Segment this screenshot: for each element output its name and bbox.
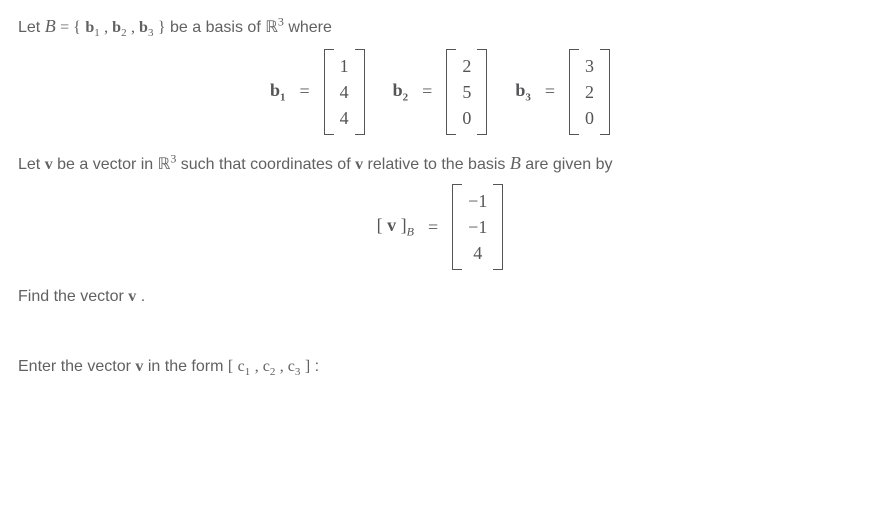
enter-t1: Enter the vector (18, 358, 135, 375)
bracket-left (324, 49, 334, 135)
b3-label: b3 (515, 80, 531, 104)
intro-line: Let B = { b1 , b2 , b3 } be a basis of ℝ… (18, 12, 862, 43)
bracket-right (355, 49, 365, 135)
enter-c2: c (263, 358, 270, 375)
b1-matrix: 1 4 4 (324, 49, 365, 135)
b1-definition: b1 = 1 4 4 (270, 49, 365, 135)
b1-sub: 1 (94, 27, 100, 39)
b2-e2: 0 (462, 105, 471, 131)
enter-lb: [ (228, 358, 233, 375)
b2: b (112, 19, 121, 36)
vB-label: [ v ]B (377, 215, 414, 240)
enter-c1: c (238, 358, 245, 375)
s2-t3: such that coordinates of (181, 156, 355, 173)
s2-B: B (510, 153, 521, 173)
eq2: = (422, 81, 432, 102)
bracket-left (569, 49, 579, 135)
comma2: , (131, 19, 139, 36)
b3-e2: 0 (585, 105, 594, 131)
enter-t2: in the form (148, 358, 228, 375)
b1-e0: 1 (340, 53, 349, 79)
b1: b (85, 19, 94, 36)
text-where: where (288, 19, 332, 36)
enter-c3: c (288, 358, 295, 375)
enter-s3: 3 (295, 366, 301, 378)
text-basis: be a basis of (170, 19, 265, 36)
b2-e1: 5 (462, 79, 471, 105)
find-line: Find the vector v . (18, 284, 862, 310)
s2-v: v (45, 156, 53, 173)
s2-v2: v (355, 156, 363, 173)
enter-line: Enter the vector v in the form [ c1 , c2… (18, 354, 862, 382)
vB-definition: [ v ]B = −1 −1 4 (377, 184, 504, 270)
enter-colon: : (315, 358, 319, 375)
find-v: v (128, 288, 136, 305)
rbrace: } (158, 19, 166, 36)
eq3: = (545, 81, 555, 102)
enter-rb: ] (305, 358, 310, 375)
enter-s1: 1 (245, 366, 251, 378)
b3-definition: b3 = 3 2 0 (515, 49, 610, 135)
s2-t1: Let (18, 156, 45, 173)
equals: = (60, 19, 73, 36)
comma1: , (104, 19, 112, 36)
b3-matrix: 3 2 0 (569, 49, 610, 135)
b2-e0: 2 (462, 53, 471, 79)
text-let: Let (18, 19, 45, 36)
b2-sub: 2 (121, 27, 127, 39)
basis-symbol: B (45, 16, 56, 36)
enter-s2: 2 (270, 366, 276, 378)
bracket-left (452, 184, 462, 270)
enter-v: v (135, 358, 143, 375)
real-symbol: ℝ3 (265, 19, 284, 36)
b3-e0: 3 (585, 53, 594, 79)
b2-label: b2 (393, 80, 409, 104)
enter-comma1: , (255, 358, 263, 375)
bracket-right (493, 184, 503, 270)
sentence-2: Let v be a vector in ℝ3 such that coordi… (18, 149, 862, 178)
coords-row: [ v ]B = −1 −1 4 (18, 184, 862, 270)
find-t1: Find the vector (18, 288, 128, 305)
coords-matrix: −1 −1 4 (452, 184, 503, 270)
b1-e2: 4 (340, 105, 349, 131)
b1-label: b1 (270, 80, 286, 104)
c-e2: 4 (468, 240, 487, 266)
bracket-right (477, 49, 487, 135)
basis-vectors-row: b1 = 1 4 4 b2 = 2 5 0 b3 = (18, 49, 862, 135)
find-dot: . (141, 288, 145, 305)
b3-sub: 3 (148, 27, 154, 39)
s2-t4: relative to the basis (368, 156, 510, 173)
real-symbol-2: ℝ3 (158, 156, 177, 173)
b2-definition: b2 = 2 5 0 (393, 49, 488, 135)
b2-matrix: 2 5 0 (446, 49, 487, 135)
enter-comma2: , (280, 358, 288, 375)
b3-e1: 2 (585, 79, 594, 105)
c-e1: −1 (468, 214, 487, 240)
c-e0: −1 (468, 188, 487, 214)
eq-coords: = (428, 217, 438, 238)
b1-e1: 4 (340, 79, 349, 105)
eq1: = (300, 81, 310, 102)
s2-t5: are given by (525, 156, 612, 173)
s2-t2: be a vector in (57, 156, 158, 173)
bracket-right (600, 49, 610, 135)
bracket-left (446, 49, 456, 135)
lbrace: { (73, 19, 81, 36)
b3: b (139, 19, 148, 36)
